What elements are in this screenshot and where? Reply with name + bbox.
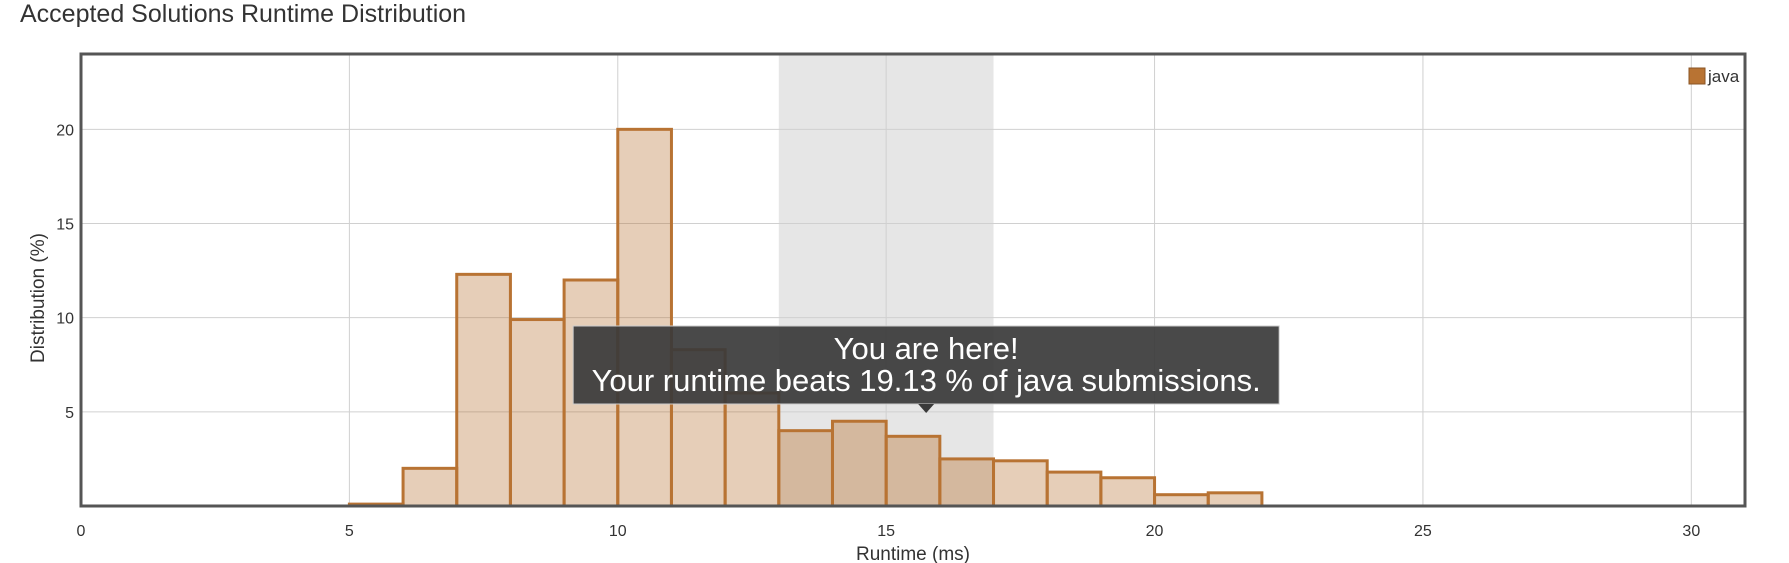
x-tick-label: 30 [1682,523,1700,540]
y-tick-label: 20 [56,122,74,139]
histogram-bar[interactable] [1206,491,1264,508]
plot-border [79,52,1747,508]
histogram-bar[interactable] [616,127,673,508]
histogram-bar[interactable] [830,419,888,508]
histogram-bar[interactable] [938,457,996,508]
y-tick-label: 15 [56,217,74,234]
tooltip-line-1: You are here! [834,331,1019,366]
histogram-bar[interactable] [723,391,781,508]
x-tick-label: 25 [1414,523,1432,540]
x-tick-label: 5 [345,523,354,540]
y-axis-label: Distribution (%) [28,233,49,363]
x-axis-label: Runtime (ms) [856,544,970,563]
histogram-bar[interactable] [884,434,942,508]
histogram-bar[interactable] [1045,470,1103,508]
histogram-bar[interactable] [401,466,459,508]
chart-title: Accepted Solutions Runtime Distribution [20,0,467,28]
histogram-bar[interactable] [777,429,834,508]
histogram-bar[interactable] [992,459,1049,508]
y-tick-label: 5 [65,405,74,422]
histogram-bar[interactable] [455,272,512,508]
x-tick-label: 10 [609,523,627,540]
tooltip-box [572,325,1280,405]
legend-swatch [1688,67,1706,85]
tooltip-line-2: Your runtime beats 19.13 % of java submi… [592,363,1261,398]
histogram-bar[interactable] [1153,493,1210,508]
histogram-bar[interactable] [508,318,566,508]
x-tick-label: 0 [77,523,86,540]
tooltip-pointer [918,404,935,413]
histogram-bar[interactable] [1099,476,1157,508]
x-tick-label: 15 [877,523,895,540]
y-tick-label: 10 [56,311,74,328]
x-tick-label: 20 [1146,523,1164,540]
legend-label[interactable]: java [1707,67,1740,86]
